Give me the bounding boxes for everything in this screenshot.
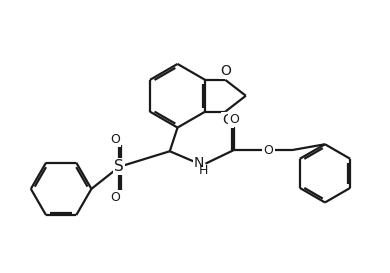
Text: N: N bbox=[194, 156, 204, 170]
Text: H: H bbox=[199, 164, 209, 177]
Text: S: S bbox=[114, 159, 124, 174]
Text: O: O bbox=[229, 112, 239, 126]
Text: O: O bbox=[110, 133, 121, 146]
Text: O: O bbox=[110, 191, 121, 204]
Text: O: O bbox=[222, 113, 233, 127]
Text: O: O bbox=[263, 144, 273, 157]
Text: O: O bbox=[221, 64, 232, 78]
